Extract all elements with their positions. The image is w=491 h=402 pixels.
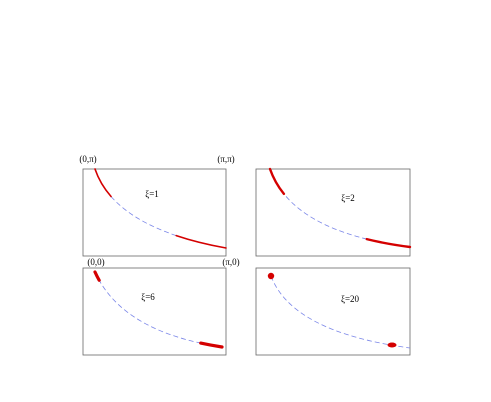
panel-frame (82, 267, 227, 356)
hot-spot (267, 272, 275, 280)
panel-frame (82, 168, 227, 257)
panel-label: ξ=6 (141, 292, 155, 302)
hot-spot (268, 167, 412, 249)
hot-spot (387, 342, 397, 348)
panel-label: ξ=1 (145, 189, 159, 199)
hot-spot (94, 168, 227, 249)
panel-label: ξ=20 (341, 294, 360, 304)
fermi-surface (269, 168, 411, 248)
panel-frame (255, 267, 411, 356)
fermi-surface (94, 168, 227, 249)
hot-spot (93, 270, 224, 349)
panel-label: ξ=2 (341, 193, 355, 203)
corner-label: (π,0) (222, 257, 239, 267)
corner-label: (0,π) (79, 154, 96, 164)
panel-frame (255, 168, 411, 257)
corner-label: (π,π) (217, 154, 234, 164)
fermi-surface (94, 271, 223, 348)
fermi-surface (270, 275, 411, 349)
corner-label: (0,0) (87, 257, 104, 267)
